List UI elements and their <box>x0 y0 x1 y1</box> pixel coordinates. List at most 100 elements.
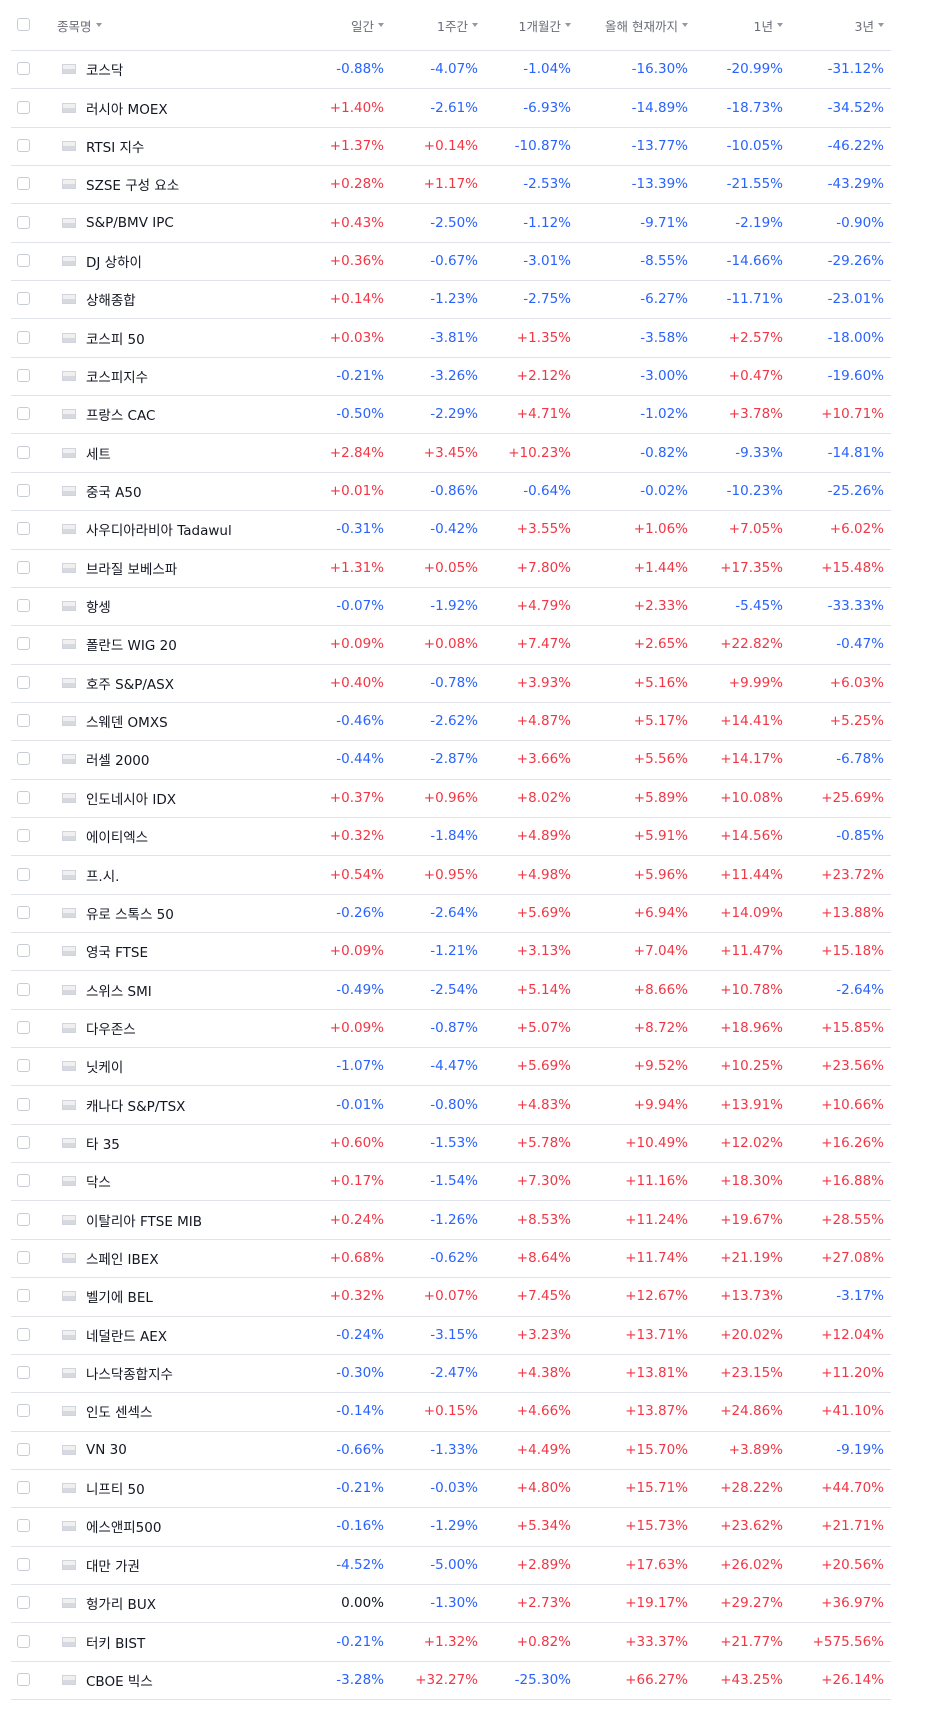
index-name[interactable]: 코스피 50 <box>86 331 145 348</box>
index-name[interactable]: 브라질 보베스파 <box>86 561 178 578</box>
index-name[interactable]: 나스닥종합지수 <box>86 1367 173 1384</box>
index-name[interactable]: RTSI 지수 <box>86 139 145 156</box>
change-value: -3.01% <box>523 252 571 269</box>
checkbox[interactable] <box>17 445 30 459</box>
index-name[interactable]: DJ 상하이 <box>86 254 142 271</box>
index-name[interactable]: 유로 스톡스 50 <box>86 906 174 923</box>
checkbox[interactable] <box>17 1557 30 1571</box>
checkbox[interactable] <box>17 790 30 804</box>
checkbox[interactable] <box>17 1212 30 1226</box>
index-name[interactable]: 네덜란드 AEX <box>86 1328 167 1345</box>
checkbox[interactable] <box>17 1251 30 1265</box>
checkbox[interactable] <box>17 292 30 306</box>
change-value: -0.31% <box>336 521 384 538</box>
checkbox[interactable] <box>17 368 30 382</box>
index-name[interactable]: 니프티 50 <box>86 1482 145 1499</box>
checkbox[interactable] <box>17 100 30 114</box>
index-name[interactable]: 호주 S&P/ASX <box>86 676 174 693</box>
checkbox[interactable] <box>17 867 30 881</box>
index-name[interactable]: 캐나다 S&P/TSX <box>86 1098 186 1115</box>
checkbox[interactable] <box>17 18 30 31</box>
index-name[interactable]: 인도 센섹스 <box>86 1405 153 1422</box>
checkbox[interactable] <box>17 407 30 421</box>
checkbox[interactable] <box>17 138 30 152</box>
checkbox[interactable] <box>17 982 30 996</box>
column-header[interactable]: 일간 <box>351 0 384 50</box>
index-name[interactable]: 코스피지수 <box>86 369 149 386</box>
index-name[interactable]: 스웨덴 OMXS <box>86 715 168 732</box>
checkbox[interactable] <box>17 944 30 958</box>
index-name[interactable]: SZSE 구성 요소 <box>86 178 180 195</box>
index-name[interactable]: 항셍 <box>86 600 111 617</box>
index-name[interactable]: 영국 FTSE <box>86 945 149 962</box>
checkbox[interactable] <box>17 1327 30 1341</box>
checkbox[interactable] <box>17 599 30 613</box>
index-name[interactable]: 벨기에 BEL <box>86 1290 153 1307</box>
checkbox[interactable] <box>17 560 30 574</box>
column-header[interactable]: 종목명 <box>57 0 102 50</box>
index-name[interactable]: 헝가리 BUX <box>86 1597 156 1614</box>
index-name[interactable]: 러셀 2000 <box>86 753 150 770</box>
checkbox[interactable] <box>17 1596 30 1610</box>
column-header[interactable]: 올해 현재까지 <box>605 0 688 50</box>
column-header[interactable]: 1주간 <box>437 0 478 50</box>
checkbox[interactable] <box>17 1020 30 1034</box>
checkbox[interactable] <box>17 522 30 536</box>
column-header[interactable]: 1년 <box>754 0 783 50</box>
index-name[interactable]: 이탈리아 FTSE MIB <box>86 1213 203 1230</box>
checkbox[interactable] <box>17 905 30 919</box>
change-value: -2.54% <box>430 981 478 998</box>
checkbox[interactable] <box>17 1442 30 1456</box>
checkbox[interactable] <box>17 330 30 344</box>
checkbox[interactable] <box>17 829 30 843</box>
checkbox[interactable] <box>17 1481 30 1495</box>
index-name[interactable]: 러시아 MOEX <box>86 101 168 118</box>
checkbox[interactable] <box>17 62 30 76</box>
flag-icon <box>62 447 76 458</box>
index-name[interactable]: 다우존스 <box>86 1021 136 1038</box>
checkbox[interactable] <box>17 752 30 766</box>
index-name[interactable]: 대만 가권 <box>86 1558 140 1575</box>
checkbox[interactable] <box>17 1519 30 1533</box>
checkbox[interactable] <box>17 637 30 651</box>
column-header[interactable]: 3년 <box>855 0 884 50</box>
index-name[interactable]: 세트 <box>86 446 111 463</box>
checkbox[interactable] <box>17 484 30 498</box>
index-name[interactable]: 중국 A50 <box>86 485 142 502</box>
index-name[interactable]: 에이티엑스 <box>86 830 149 847</box>
index-name[interactable]: S&P/BMV IPC <box>86 214 174 231</box>
index-name[interactable]: 코스닥 <box>86 63 124 80</box>
checkbox[interactable] <box>17 1135 30 1149</box>
change-value: -1.33% <box>430 1441 478 1458</box>
index-name[interactable]: 닥스 <box>86 1175 111 1192</box>
index-name[interactable]: 에스앤피500 <box>86 1520 162 1537</box>
checkbox[interactable] <box>17 1366 30 1380</box>
checkbox[interactable] <box>17 1059 30 1073</box>
index-name[interactable]: CBOE 빅스 <box>86 1673 153 1690</box>
index-name[interactable]: 프랑스 CAC <box>86 408 156 425</box>
checkbox[interactable] <box>17 1174 30 1188</box>
checkbox[interactable] <box>17 1097 30 1111</box>
checkbox[interactable] <box>17 1634 30 1648</box>
index-name[interactable]: 닛케이 <box>86 1060 124 1077</box>
index-name[interactable]: VN 30 <box>86 1441 127 1458</box>
change-value: -0.67% <box>430 252 478 269</box>
column-header[interactable]: 1개월간 <box>519 0 571 50</box>
checkbox[interactable] <box>17 714 30 728</box>
index-name[interactable]: 프.시. <box>86 868 120 885</box>
checkbox[interactable] <box>17 1672 30 1686</box>
checkbox[interactable] <box>17 177 30 191</box>
index-name[interactable]: 사우디아라비아 Tadawul <box>86 523 232 540</box>
checkbox[interactable] <box>17 1404 30 1418</box>
index-name[interactable]: 스페인 IBEX <box>86 1252 159 1269</box>
index-name[interactable]: 상해종합 <box>86 293 136 310</box>
index-name[interactable]: 인도네시아 IDX <box>86 791 177 808</box>
checkbox[interactable] <box>17 215 30 229</box>
checkbox[interactable] <box>17 253 30 267</box>
index-name[interactable]: 폴란드 WIG 20 <box>86 638 177 655</box>
index-name[interactable]: 터키 BIST <box>86 1635 146 1652</box>
index-name[interactable]: 타 35 <box>86 1136 120 1153</box>
checkbox[interactable] <box>17 1289 30 1303</box>
index-name[interactable]: 스위스 SMI <box>86 983 152 1000</box>
checkbox[interactable] <box>17 675 30 689</box>
